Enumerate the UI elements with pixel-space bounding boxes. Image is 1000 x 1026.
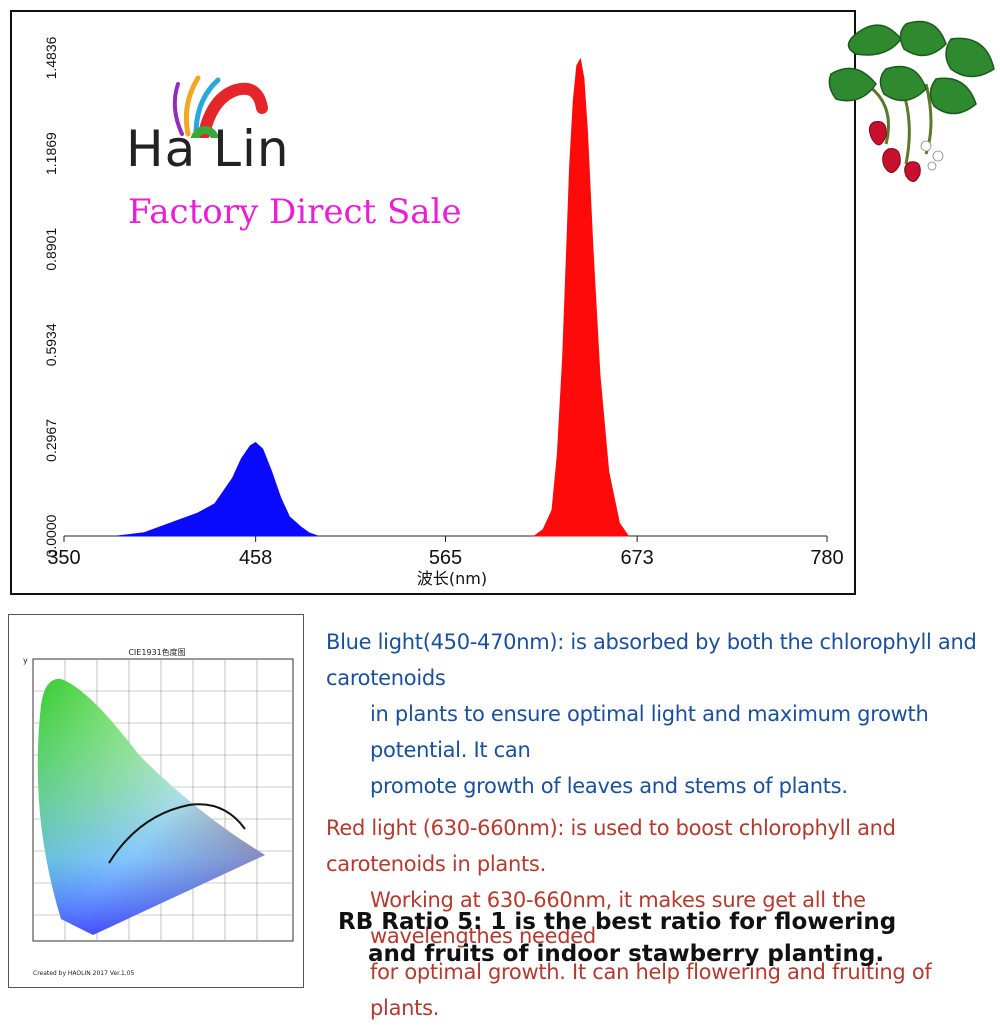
planckian-locus — [108, 803, 246, 864]
x-tick-label: 350 — [47, 547, 80, 569]
blue-peak-area — [117, 441, 318, 537]
cie-diagram: CIE1931色度图 y Created by HAOLIN 2017 Ver.… — [23, 647, 294, 977]
cie-diagram-panel: CIE1931色度图 y Created by HAOLIN 2017 Ver.… — [8, 614, 304, 988]
red-light-line1: Red light (630-660nm): is used to boost … — [326, 816, 896, 876]
brand-logo: Ha Lin — [126, 68, 326, 188]
x-tick-label: 780 — [810, 547, 843, 569]
tagline: Factory Direct Sale — [128, 192, 462, 232]
y-tick-label: 0.2967 — [43, 419, 59, 462]
cie-title: CIE1931色度图 — [128, 647, 185, 657]
y-tick-label: 1.4836 — [43, 36, 59, 79]
x-axis-label: 波长(nm) — [417, 569, 487, 588]
spectrum-chart: 0.0000 0.2967 0.5934 0.8901 1.1869 1.4836 350… — [43, 36, 844, 588]
x-tick-label: 673 — [620, 547, 653, 569]
x-tick-label: 565 — [429, 547, 462, 569]
blue-light-line1: Blue light(450-470nm): is absorbed by bo… — [326, 630, 977, 690]
x-tick-label: 458 — [239, 547, 272, 569]
cie-y-axis-label: y — [23, 656, 28, 665]
y-tick-label: 0.5934 — [43, 323, 59, 366]
red-light-line2: Working at 630-660nm, it makes sure get … — [370, 888, 866, 948]
rainbow-swirl-icon — [172, 75, 268, 138]
cie-footer: Created by HAOLIN 2017 Ver.1.05 — [33, 970, 135, 977]
blue-light-line3: promote growth of leaves and stems of pl… — [370, 774, 848, 798]
y-tick-label: 1.1869 — [43, 132, 59, 175]
strawberry-plant-icon — [828, 20, 995, 182]
ratio-line2: and fruits of indoor stawberry planting. — [368, 941, 885, 967]
ratio-line1: RB Ratio 5: 1 is the best ratio for flow… — [338, 909, 897, 935]
rb-ratio-statement: RB Ratio 5: 1 is the best ratio for flow… — [338, 906, 998, 970]
spectrum-chart-panel: 0.0000 0.2967 0.5934 0.8901 1.1869 1.4836 350… — [10, 10, 856, 595]
blue-light-line2: in plants to ensure optimal light and ma… — [370, 702, 929, 762]
y-tick-label: 0.0000 — [43, 514, 59, 557]
logo-text: Ha Lin — [126, 120, 290, 178]
y-tick-label: 0.8901 — [43, 228, 59, 271]
red-peak-area — [532, 57, 630, 537]
